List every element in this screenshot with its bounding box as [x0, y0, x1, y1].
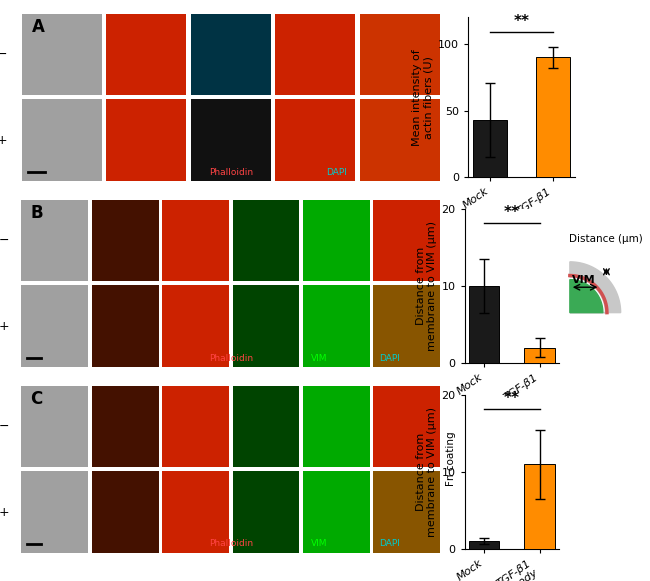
- Text: A: A: [32, 18, 45, 36]
- Text: VIM: VIM: [572, 275, 596, 285]
- Text: DAPI: DAPI: [379, 539, 400, 548]
- Polygon shape: [570, 279, 603, 313]
- FancyBboxPatch shape: [106, 99, 187, 181]
- FancyBboxPatch shape: [162, 471, 229, 553]
- Bar: [473, 120, 508, 177]
- Y-axis label: Distance from
membrane to VIM (μm): Distance from membrane to VIM (μm): [416, 407, 437, 537]
- Text: −: −: [0, 48, 6, 61]
- Text: +: +: [0, 505, 9, 518]
- Text: **: **: [504, 205, 520, 220]
- FancyBboxPatch shape: [233, 200, 300, 281]
- Text: +: +: [0, 134, 6, 146]
- Text: VIM: VIM: [311, 353, 327, 363]
- FancyBboxPatch shape: [233, 471, 300, 553]
- Text: Phalloidin: Phalloidin: [209, 353, 253, 363]
- FancyBboxPatch shape: [373, 471, 440, 553]
- Text: VIM: VIM: [311, 539, 327, 548]
- Polygon shape: [570, 262, 621, 313]
- FancyBboxPatch shape: [21, 99, 102, 181]
- FancyBboxPatch shape: [373, 285, 440, 367]
- Bar: [469, 541, 499, 549]
- FancyBboxPatch shape: [233, 386, 300, 467]
- Text: B: B: [30, 204, 43, 222]
- Text: DAPI: DAPI: [326, 167, 347, 177]
- FancyBboxPatch shape: [190, 14, 271, 95]
- FancyBboxPatch shape: [162, 200, 229, 281]
- Bar: [469, 286, 499, 363]
- Bar: [525, 464, 554, 549]
- FancyBboxPatch shape: [303, 285, 370, 367]
- FancyBboxPatch shape: [21, 14, 102, 95]
- FancyBboxPatch shape: [359, 99, 440, 181]
- FancyBboxPatch shape: [92, 386, 159, 467]
- FancyBboxPatch shape: [21, 200, 88, 281]
- Bar: [525, 347, 554, 363]
- Text: Phalloidin: Phalloidin: [209, 167, 253, 177]
- FancyBboxPatch shape: [92, 471, 159, 553]
- FancyBboxPatch shape: [373, 200, 440, 281]
- FancyBboxPatch shape: [233, 285, 300, 367]
- Text: Distance (μm): Distance (μm): [569, 234, 642, 244]
- Text: Phalloidin: Phalloidin: [209, 539, 253, 548]
- Text: **: **: [504, 391, 520, 406]
- Text: **: **: [514, 13, 530, 28]
- FancyBboxPatch shape: [359, 14, 440, 95]
- FancyBboxPatch shape: [373, 386, 440, 467]
- Y-axis label: Mean intensity of
actin fibers (U): Mean intensity of actin fibers (U): [412, 49, 434, 146]
- FancyBboxPatch shape: [275, 14, 356, 95]
- Y-axis label: Distance from
membrane to VIM (μm): Distance from membrane to VIM (μm): [416, 221, 437, 351]
- Bar: [536, 58, 571, 177]
- FancyBboxPatch shape: [303, 471, 370, 553]
- Text: DAPI: DAPI: [379, 353, 400, 363]
- FancyBboxPatch shape: [303, 200, 370, 281]
- Text: −: −: [0, 420, 9, 433]
- FancyBboxPatch shape: [21, 386, 88, 467]
- FancyBboxPatch shape: [21, 471, 88, 553]
- Text: C: C: [30, 390, 42, 408]
- Text: +: +: [0, 320, 9, 332]
- FancyBboxPatch shape: [92, 285, 159, 367]
- FancyBboxPatch shape: [162, 285, 229, 367]
- FancyBboxPatch shape: [21, 285, 88, 367]
- Text: −: −: [0, 234, 9, 247]
- FancyBboxPatch shape: [303, 386, 370, 467]
- FancyBboxPatch shape: [92, 200, 159, 281]
- FancyBboxPatch shape: [106, 14, 187, 95]
- Text: Fn coating: Fn coating: [446, 432, 456, 486]
- FancyBboxPatch shape: [162, 386, 229, 467]
- FancyBboxPatch shape: [190, 99, 271, 181]
- FancyBboxPatch shape: [275, 99, 356, 181]
